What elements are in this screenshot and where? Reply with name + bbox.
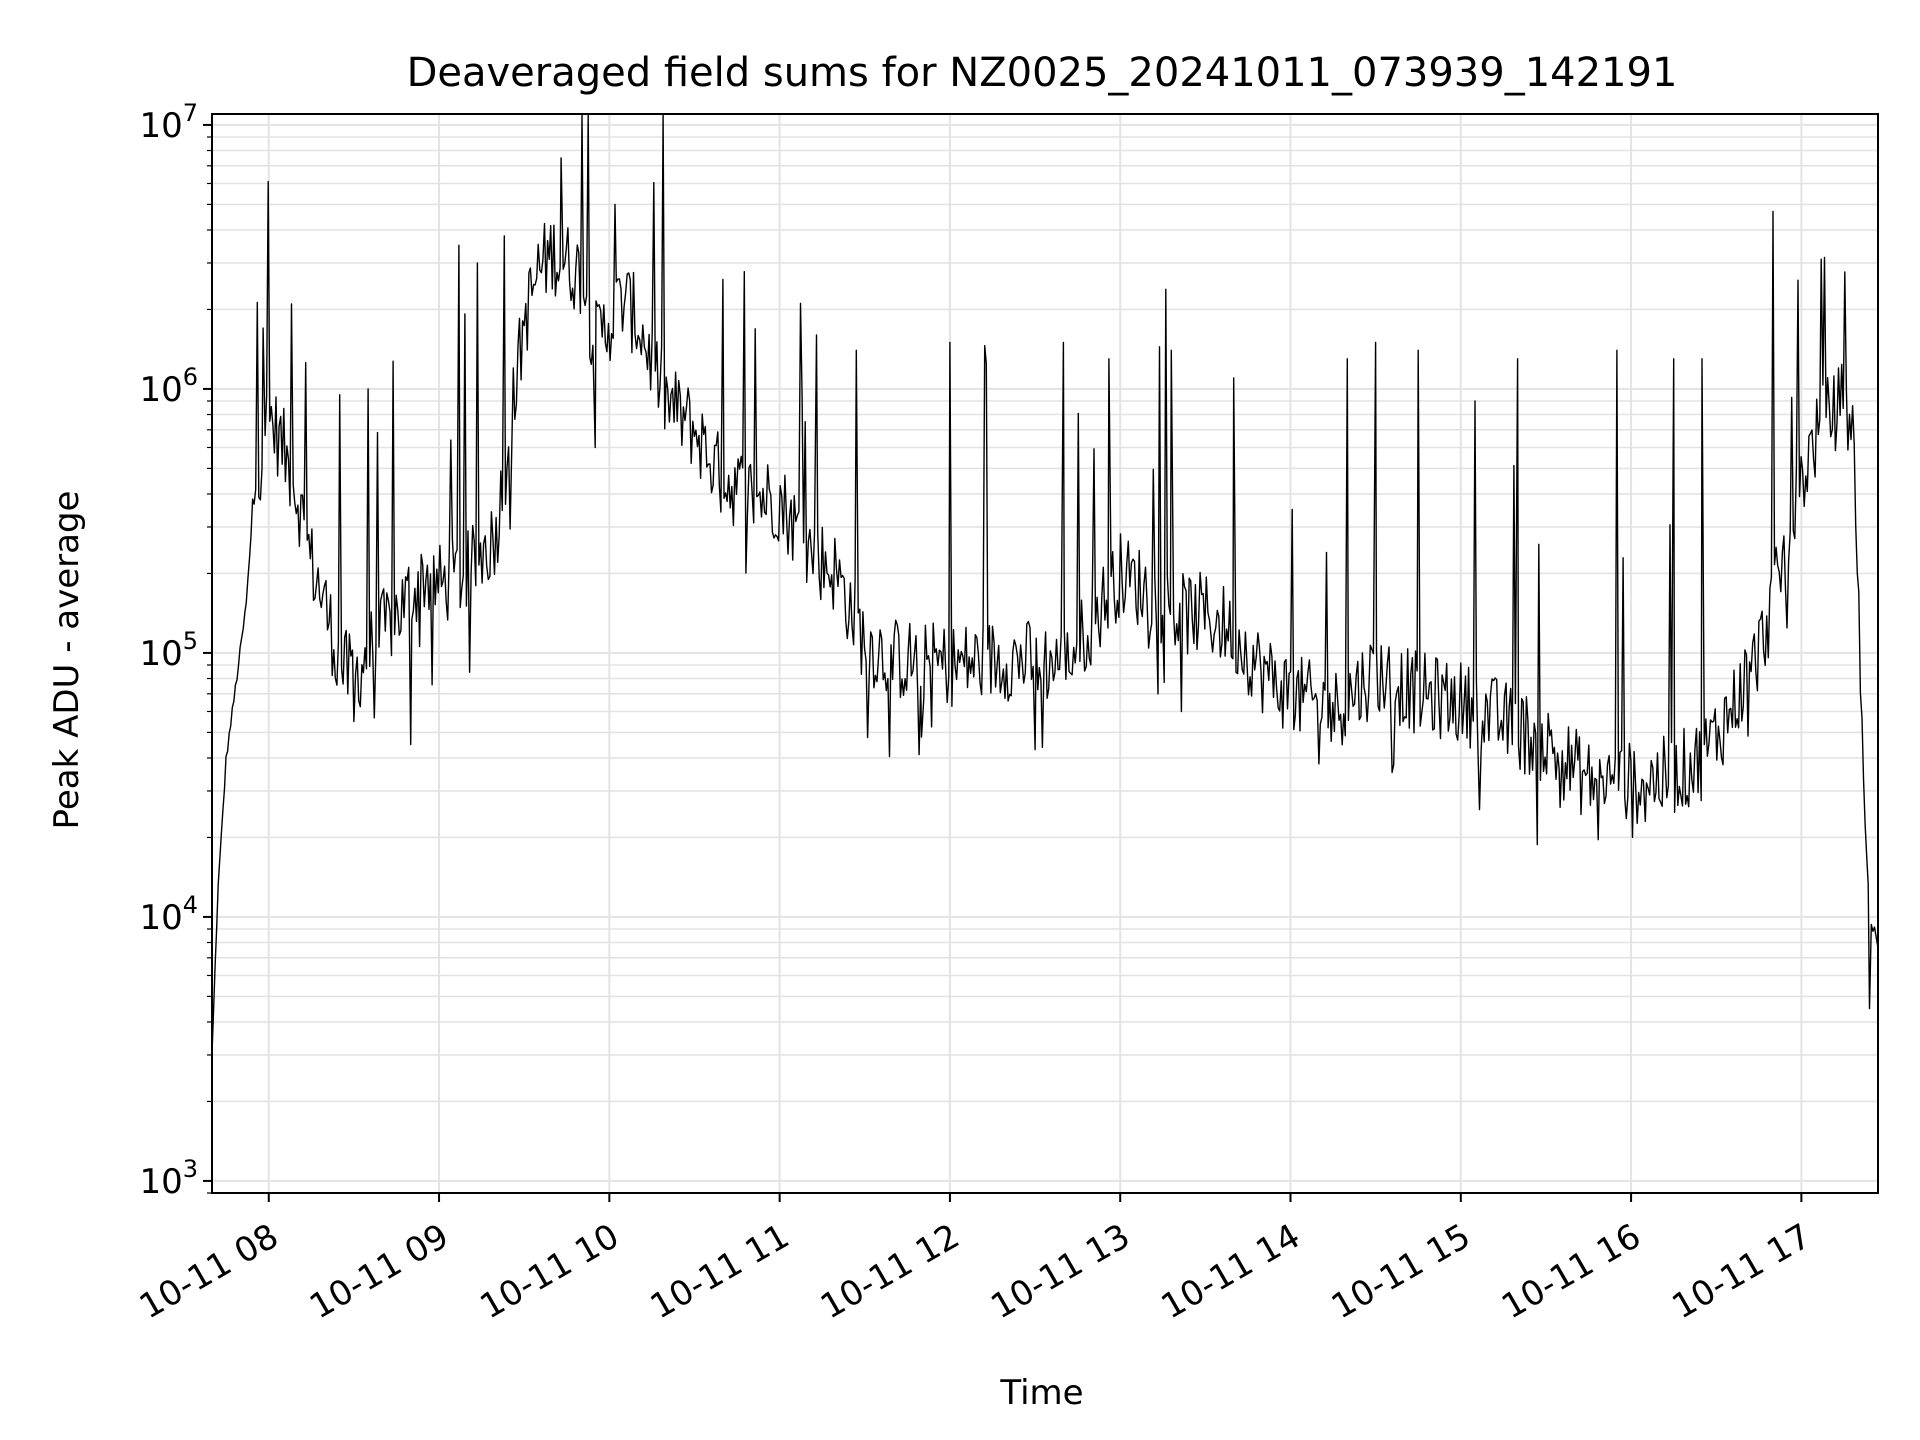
series-line-group [211,114,1879,1054]
y-tick-label: 106 [139,363,198,410]
chart-title: Deaveraged field sums for NZ0025_2024101… [407,50,1678,96]
x-axis-label: Time [999,1373,1083,1413]
y-axis-label: Peak ADU - average [47,491,87,830]
y-tick-label: 104 [139,891,198,938]
series-line [211,114,1879,1054]
grid [212,114,1878,1194]
y-tick-label: 105 [139,627,198,674]
y-tick-label: 107 [139,99,198,146]
y-tick-label: 103 [139,1155,198,1202]
